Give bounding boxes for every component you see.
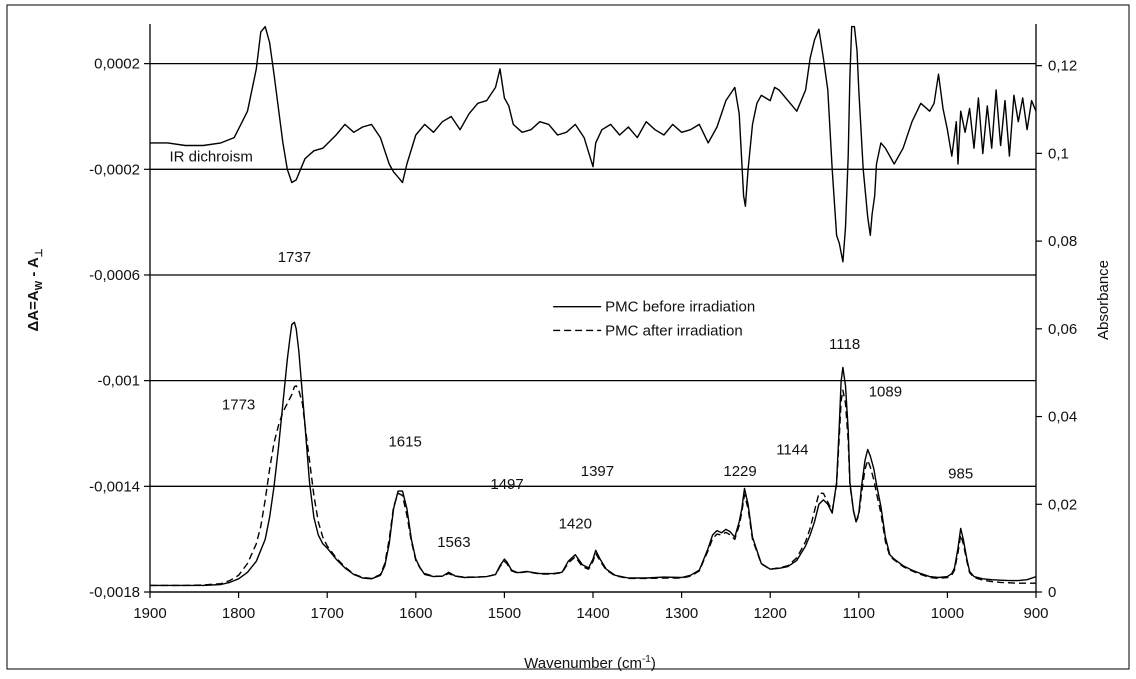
x-axis-label: Wavenumber (cm-1) [524,654,656,672]
x-tick-label: 1800 [222,605,255,622]
annotation-label: 1737 [278,249,311,266]
annotation-label: 1773 [222,397,255,414]
x-tick-label: 1200 [754,605,787,622]
x-tick-label: 1500 [488,605,521,622]
y-axis-left-label: ΔA=AW - A⊥ [25,248,45,331]
annotation-label: 1118 [829,336,860,353]
y-left-tick-label: -0,0018 [89,584,140,601]
axis-titles: Wavenumber (cm-1) ΔA=AW - A⊥ Absorbance [25,248,1112,672]
legend-label: PMC after irradiation [605,322,743,339]
y-left-tick-label: -0,0006 [89,267,140,284]
y-right-tick-label: 0,04 [1048,409,1077,426]
y-right-tick-label: 0,12 [1048,58,1077,75]
y-left-tick-label: -0,0014 [89,478,140,495]
x-tick-label: 1700 [311,605,344,622]
x-axis-label-superscript: -1 [642,654,651,665]
y-left-tick-label: -0,0002 [89,161,140,178]
y-right-tick-label: 0 [1048,584,1056,601]
legend-label: PMC before irradiation [605,299,755,316]
annotation-label: 1420 [559,516,592,533]
annotation-label: IR dichroism [169,148,252,165]
annotation-label: 1397 [581,463,614,480]
y-left-tick-label: -0,001 [97,373,140,390]
x-tick-label: 1300 [665,605,698,622]
annotation-label: 1563 [437,534,470,551]
series-lines [150,25,1037,587]
chart-frame [6,4,1130,670]
annotation-label: 1089 [869,384,902,401]
y-right-tick-label: 0,1 [1048,145,1069,162]
annotation-label: 985 [948,465,973,482]
y-right-tick-label: 0,08 [1048,233,1077,250]
annotation-label: 1497 [490,476,523,493]
x-tick-label: 900 [1023,605,1048,622]
y-axis-right-label: Absorbance [1095,260,1112,340]
y-right-tick-label: 0,06 [1048,321,1077,338]
x-tick-label: 1600 [399,605,432,622]
legend: PMC before irradiation PMC after irradiat… [553,299,755,339]
x-tick-label: 1400 [576,605,609,622]
annotation-label: 1615 [388,434,421,451]
y-right-tick-label: 0,02 [1048,496,1077,513]
peak-annotations: IR dichroism 1737 1773 1615 1563 1497 1420 1397… [169,148,973,551]
x-tick-label: 1900 [133,605,166,622]
series-pmc-after-irradiation [150,385,1036,587]
x-tick-label: 1000 [931,605,964,622]
annotation-label: 1144 [776,442,808,459]
axes: 1900 1800 1700 1600 1500 1400 1300 1200 1100 1000… [89,24,1077,622]
x-tick-label: 1100 [843,605,875,622]
series-ir-dichroism [150,25,1037,263]
annotation-label: 1229 [723,463,756,480]
y-left-tick-label: 0,0002 [94,56,140,73]
